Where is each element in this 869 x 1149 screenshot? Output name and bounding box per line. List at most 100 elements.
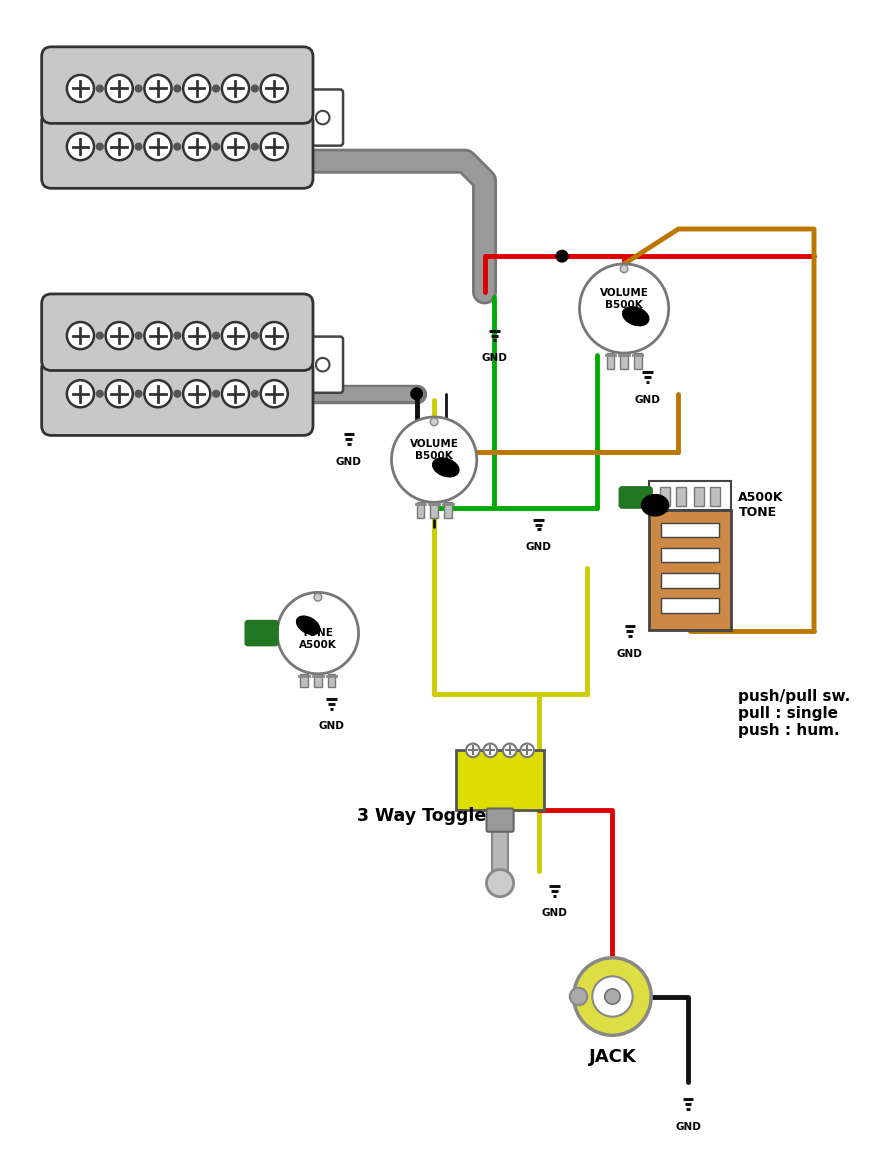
Circle shape xyxy=(261,75,288,102)
Text: 3 Way Toggle: 3 Way Toggle xyxy=(356,808,485,825)
Bar xyxy=(606,353,614,369)
Circle shape xyxy=(261,133,288,160)
Circle shape xyxy=(135,85,142,92)
Circle shape xyxy=(261,322,288,349)
Circle shape xyxy=(222,133,249,160)
FancyBboxPatch shape xyxy=(245,620,278,646)
Circle shape xyxy=(466,743,479,757)
Circle shape xyxy=(144,75,171,102)
Circle shape xyxy=(183,380,210,407)
Circle shape xyxy=(486,870,513,896)
Bar xyxy=(693,487,703,507)
Circle shape xyxy=(105,322,133,349)
Bar xyxy=(416,502,424,518)
FancyBboxPatch shape xyxy=(302,90,342,146)
Circle shape xyxy=(135,144,142,151)
Circle shape xyxy=(520,743,534,757)
Circle shape xyxy=(579,264,668,353)
Circle shape xyxy=(183,133,210,160)
Circle shape xyxy=(483,743,496,757)
Circle shape xyxy=(105,133,133,160)
Circle shape xyxy=(96,332,103,339)
FancyBboxPatch shape xyxy=(619,487,652,508)
Text: VOLUME
B500K: VOLUME B500K xyxy=(599,288,647,309)
Bar xyxy=(300,673,308,687)
Circle shape xyxy=(314,593,322,601)
Circle shape xyxy=(212,332,219,339)
Circle shape xyxy=(96,85,103,92)
Circle shape xyxy=(183,75,210,102)
FancyBboxPatch shape xyxy=(42,47,313,123)
Circle shape xyxy=(620,265,627,272)
Circle shape xyxy=(251,144,258,151)
Circle shape xyxy=(96,391,103,398)
Bar xyxy=(660,487,669,507)
Circle shape xyxy=(144,322,171,349)
Circle shape xyxy=(555,250,567,262)
Bar xyxy=(648,510,730,630)
Text: JACK: JACK xyxy=(588,1048,635,1066)
Ellipse shape xyxy=(296,616,320,634)
Bar xyxy=(675,487,686,507)
Circle shape xyxy=(410,388,422,400)
Circle shape xyxy=(592,977,632,1017)
Circle shape xyxy=(135,332,142,339)
Circle shape xyxy=(391,417,476,502)
Bar xyxy=(633,353,640,369)
Circle shape xyxy=(96,144,103,151)
FancyBboxPatch shape xyxy=(42,358,313,435)
Circle shape xyxy=(251,85,258,92)
Bar xyxy=(45,48,308,186)
Circle shape xyxy=(502,743,516,757)
Text: A500K
TONE: A500K TONE xyxy=(738,491,783,519)
Circle shape xyxy=(212,144,219,151)
Circle shape xyxy=(604,989,620,1004)
Circle shape xyxy=(105,380,133,407)
Text: GND: GND xyxy=(616,649,642,658)
FancyBboxPatch shape xyxy=(302,337,342,393)
Circle shape xyxy=(144,133,171,160)
Bar xyxy=(660,599,718,612)
Circle shape xyxy=(174,85,181,92)
Circle shape xyxy=(67,380,94,407)
Text: GND: GND xyxy=(525,542,551,553)
Bar xyxy=(443,502,451,518)
Circle shape xyxy=(105,75,133,102)
Bar xyxy=(45,296,308,433)
Bar xyxy=(314,673,322,687)
Bar xyxy=(660,548,718,562)
Ellipse shape xyxy=(640,494,668,516)
Text: GND: GND xyxy=(335,457,362,466)
Bar xyxy=(620,353,627,369)
Bar xyxy=(648,481,730,510)
Circle shape xyxy=(222,322,249,349)
Circle shape xyxy=(569,988,587,1005)
Circle shape xyxy=(67,322,94,349)
Circle shape xyxy=(315,110,329,124)
Circle shape xyxy=(315,357,329,371)
Circle shape xyxy=(174,144,181,151)
Text: push/pull sw.
pull : single
push : hum.: push/pull sw. pull : single push : hum. xyxy=(738,688,850,739)
Circle shape xyxy=(277,593,358,673)
Ellipse shape xyxy=(432,458,458,477)
Text: VOLUME
B500K: VOLUME B500K xyxy=(409,439,458,461)
FancyBboxPatch shape xyxy=(486,809,513,832)
Text: GND: GND xyxy=(318,722,344,732)
FancyBboxPatch shape xyxy=(42,294,313,370)
Text: GND: GND xyxy=(481,353,507,363)
Bar xyxy=(430,502,437,518)
Circle shape xyxy=(135,391,142,398)
Circle shape xyxy=(222,75,249,102)
FancyBboxPatch shape xyxy=(42,111,313,188)
Circle shape xyxy=(222,380,249,407)
Circle shape xyxy=(183,322,210,349)
Bar xyxy=(660,523,718,538)
Circle shape xyxy=(573,958,651,1035)
Circle shape xyxy=(67,75,94,102)
Circle shape xyxy=(144,380,171,407)
Circle shape xyxy=(261,380,288,407)
Bar xyxy=(492,810,507,877)
Circle shape xyxy=(174,391,181,398)
Text: GND: GND xyxy=(634,395,660,404)
Bar xyxy=(327,673,335,687)
